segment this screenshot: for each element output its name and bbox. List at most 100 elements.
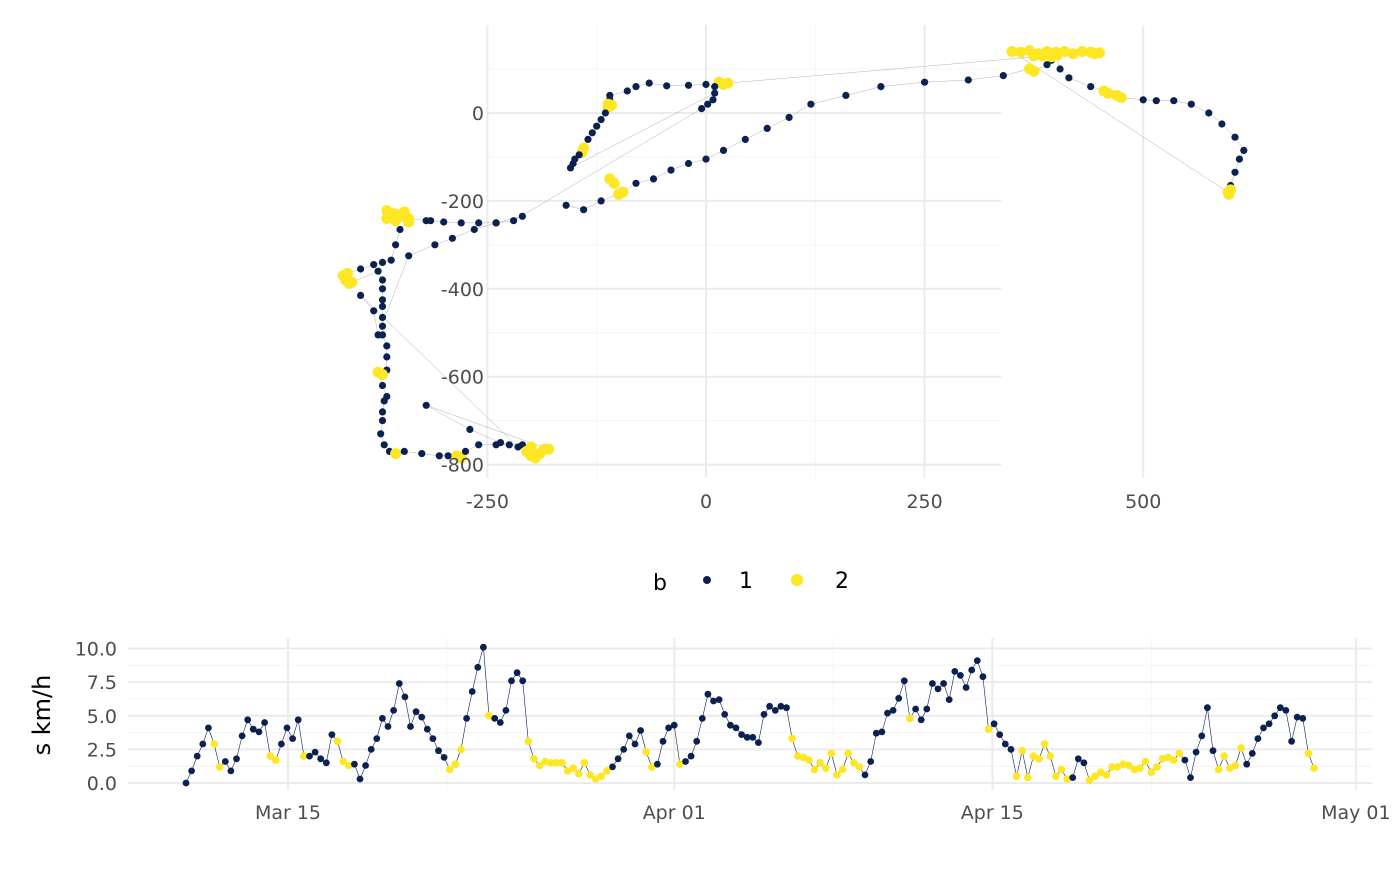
trajectory-point [1139, 96, 1147, 104]
trajectory-point [702, 80, 710, 88]
trajectory-point [1218, 120, 1226, 128]
trajectory-point [448, 234, 456, 242]
trajectory-point [877, 83, 885, 91]
x-tick-label: Apr 15 [961, 802, 1024, 824]
speed-point [311, 748, 319, 756]
speed-point [446, 765, 454, 774]
speed-point [665, 724, 672, 732]
trajectory-point [418, 450, 426, 458]
trajectory-point [575, 151, 583, 159]
speed-point [1102, 771, 1111, 779]
speed-point [1175, 749, 1184, 758]
trajectory-point [405, 252, 413, 260]
speed-point [205, 724, 212, 732]
speed-point [827, 749, 836, 758]
trajectory-point [378, 313, 387, 321]
trajectory-point [400, 447, 408, 455]
trajectory-point [1115, 92, 1127, 104]
speed-point [1220, 752, 1228, 760]
trajectory-point [543, 443, 555, 455]
trajectory-point [1231, 168, 1239, 176]
speed-point [1243, 760, 1251, 768]
trajectory-point [518, 212, 527, 220]
trajectory-point [396, 225, 404, 234]
speed-point [670, 721, 678, 729]
speed-point [934, 685, 942, 693]
speed-point [468, 688, 476, 695]
speed-point [278, 740, 285, 748]
trajectory-point [1065, 74, 1073, 82]
trajectory-point [807, 100, 815, 108]
trajectory-point [455, 452, 467, 464]
speed-point [637, 727, 644, 734]
speed-point [743, 733, 751, 741]
trajectory-point [1187, 100, 1195, 108]
speed-point [1040, 740, 1049, 748]
trajectory-point [444, 452, 452, 460]
speed-point [390, 707, 397, 714]
trajectory-point [1205, 109, 1213, 117]
speed-point [1187, 774, 1194, 781]
speed-point [418, 713, 426, 721]
legend-key-2 [791, 574, 803, 586]
speed-point [867, 758, 875, 765]
speed-point [1063, 775, 1071, 783]
speed-point [816, 759, 824, 767]
speed-point [480, 643, 487, 651]
trajectory-point [378, 408, 387, 416]
speed-point [760, 711, 768, 718]
trajectory-point [601, 109, 610, 117]
trajectory-point [357, 291, 365, 299]
speed-point [805, 756, 813, 764]
speed-point [783, 704, 790, 712]
legend-label-2: 2 [835, 569, 849, 594]
trajectory-point [461, 447, 470, 455]
speed-point [609, 763, 616, 771]
trajectory-point [403, 216, 415, 228]
speed-point [597, 772, 606, 781]
trajectory-point [1015, 46, 1027, 58]
x-tick-label: May 01 [1321, 802, 1391, 824]
speed-point [755, 739, 762, 746]
speed-point [659, 737, 667, 745]
trajectory-point [381, 213, 393, 224]
speed-point [912, 705, 919, 713]
speed-point [676, 760, 684, 768]
trajectory-point [380, 441, 388, 449]
trajectory-point [593, 122, 601, 130]
speed-point [344, 761, 353, 770]
speed-point [1018, 746, 1026, 755]
speed-point [1136, 764, 1144, 772]
speed-point [1248, 750, 1256, 757]
speed-point [440, 754, 448, 761]
speed-point [1310, 764, 1318, 772]
speed-point [451, 760, 460, 768]
speed-point [1085, 776, 1094, 785]
trajectory-point [496, 439, 505, 447]
trajectory-point [378, 381, 387, 390]
speed-point [777, 702, 785, 710]
speed-point [996, 731, 1004, 738]
trajectory-tick-labels: -250 0 250 500 0 -200 -400 -600 -800 [441, 103, 1161, 513]
trajectory-point [378, 296, 387, 304]
legend: b 1 2 [653, 569, 849, 596]
speed-point [698, 715, 706, 722]
speed-point [407, 723, 414, 730]
speed-point [580, 759, 589, 767]
speed-point [1304, 749, 1313, 758]
trajectory-point [842, 91, 850, 99]
legend-title: b [653, 571, 667, 596]
speed-point [727, 721, 734, 729]
speed-point [749, 733, 757, 741]
trajectory-point [387, 256, 395, 264]
speed-point [1074, 755, 1082, 763]
trajectory-point [632, 179, 640, 187]
speed-point [384, 723, 392, 730]
speed-point [317, 755, 325, 763]
trajectory-point [645, 79, 653, 87]
trajectory-point [649, 175, 658, 183]
trajectory-point [562, 201, 570, 209]
trajectory-point [663, 82, 671, 90]
trajectory-point [1087, 83, 1095, 91]
